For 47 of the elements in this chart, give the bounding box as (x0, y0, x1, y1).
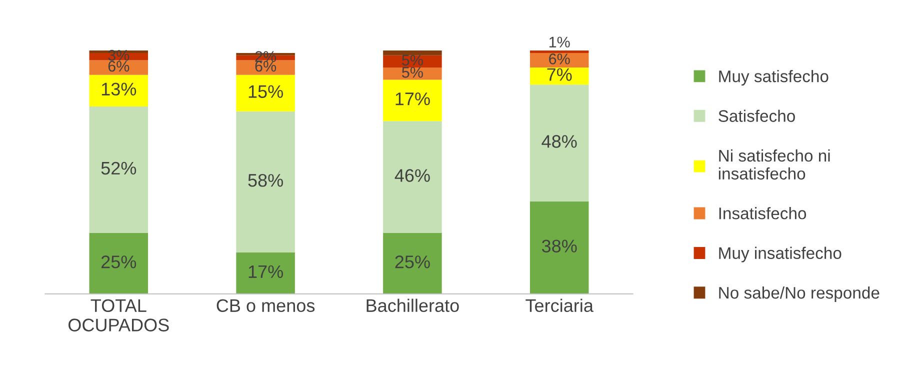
data-label: 25% (395, 256, 430, 268)
bar (236, 252, 295, 294)
bar (383, 121, 442, 234)
data-label: 6% (255, 60, 276, 72)
bar (530, 84, 589, 202)
bar (236, 74, 295, 112)
data-label: 17% (396, 92, 430, 106)
legend-label: Ni satisfecho ni insatisfecho (718, 149, 830, 180)
data-label: 38% (542, 240, 577, 252)
bar (530, 52, 589, 68)
data-label: 7% (547, 68, 572, 81)
data-label: 25% (101, 256, 136, 268)
bar (236, 111, 295, 253)
data-label: 6% (549, 54, 570, 64)
legend-label: Insatisfecho (719, 207, 806, 220)
data-label: 5% (402, 54, 423, 66)
bar (530, 68, 589, 85)
data-label: 58% (248, 174, 283, 187)
legend-label: Satisfecho (718, 110, 795, 122)
x-tick-label: Terciaria (526, 298, 594, 312)
x-tick-label: CB o menos (216, 299, 315, 312)
bar (89, 106, 148, 234)
bar (89, 60, 148, 75)
bar (383, 80, 442, 122)
data-label: 1% (549, 36, 570, 48)
bar (383, 50, 442, 56)
data-label: 5% (402, 66, 423, 78)
bar (530, 201, 589, 294)
x-tick-label: Bachillerato (366, 298, 459, 312)
x-tick-label: TOTAL OCUPADOS (68, 299, 169, 332)
data-label: 52% (101, 162, 136, 175)
legend-label: No sabe/No responde (719, 286, 880, 302)
legend-label: Muy satisfecho (719, 70, 828, 86)
bar (89, 74, 148, 106)
bar (383, 233, 442, 294)
data-label: 3% (108, 50, 130, 61)
data-label: 17% (248, 265, 283, 278)
data-label: 2% (255, 51, 276, 62)
data-label: 6% (108, 60, 130, 72)
data-label: 15% (248, 85, 283, 98)
data-label: 13% (102, 82, 136, 96)
bar (89, 233, 148, 294)
bar (236, 60, 295, 75)
bar (383, 68, 442, 80)
data-label: 46% (394, 169, 430, 182)
legend-label: Muy insatisfecho (719, 246, 842, 262)
data-label: 48% (542, 135, 577, 148)
